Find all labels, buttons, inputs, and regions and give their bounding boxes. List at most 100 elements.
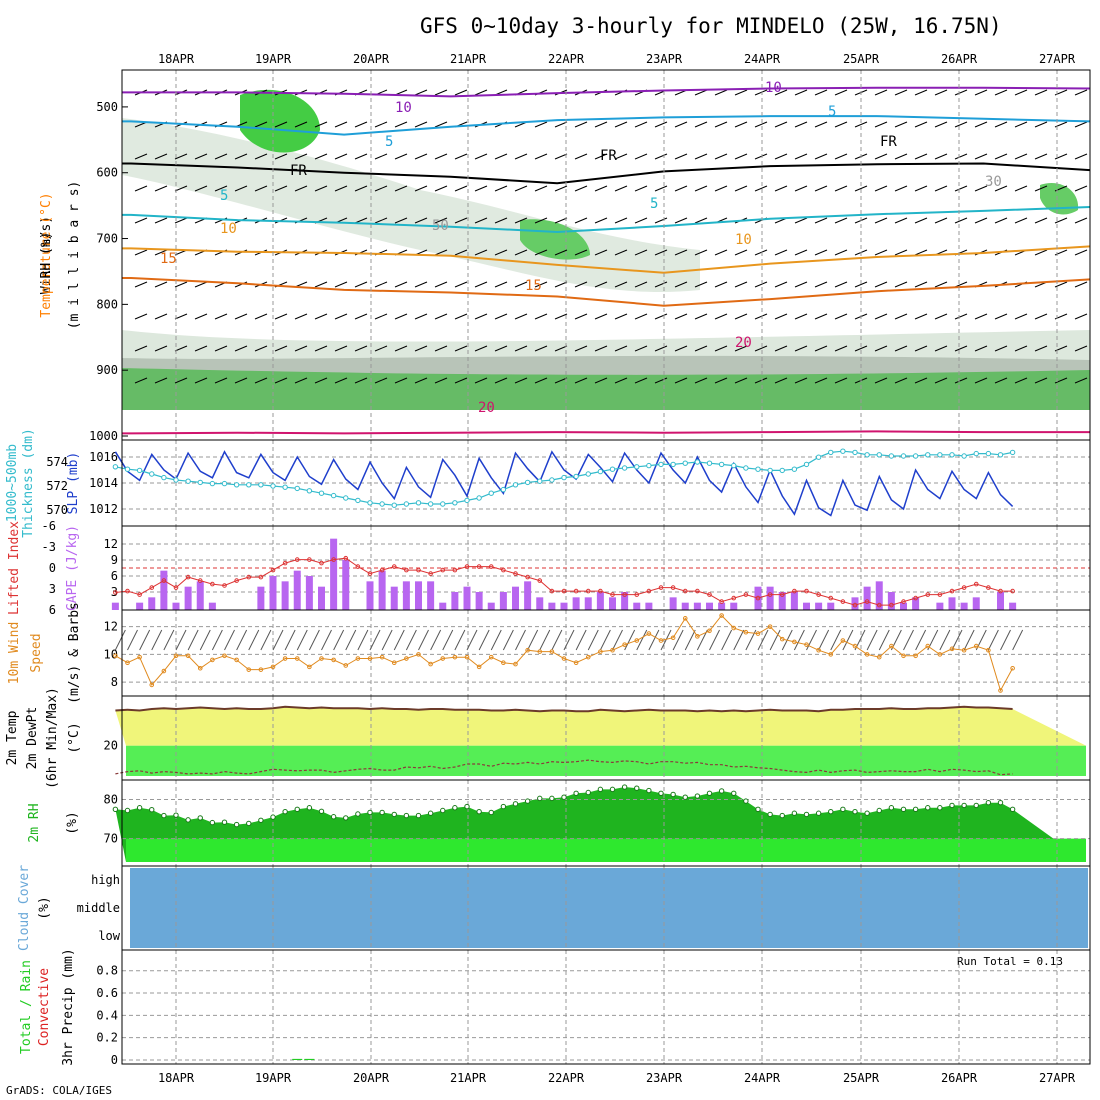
wind-barb bbox=[934, 313, 948, 320]
wind-speed-point bbox=[731, 625, 737, 631]
wind-speed-point bbox=[428, 661, 433, 667]
lifted-index-point bbox=[755, 595, 761, 601]
wind-barb bbox=[594, 345, 608, 352]
wind-barb bbox=[554, 345, 568, 352]
thickness-point bbox=[197, 479, 203, 486]
wind-barb bbox=[594, 121, 608, 128]
wind-barb bbox=[974, 185, 988, 192]
wind-barb bbox=[754, 249, 768, 256]
wind-barb bbox=[194, 313, 208, 320]
rh-point bbox=[997, 799, 1004, 806]
rh-point bbox=[937, 805, 943, 811]
wind-barb bbox=[354, 313, 368, 320]
wind-barb bbox=[1034, 153, 1048, 160]
wind-barb bbox=[234, 345, 248, 352]
cape-bar bbox=[572, 597, 580, 610]
lifted-index-point bbox=[622, 592, 627, 597]
wind-barb bbox=[494, 185, 508, 192]
wind-barb bbox=[954, 217, 968, 224]
contour-label: 15 bbox=[525, 278, 542, 294]
wind-barb bbox=[974, 345, 988, 352]
thickness-point bbox=[379, 501, 385, 507]
thickness-point bbox=[173, 477, 179, 483]
date-label-bottom: 19APR bbox=[255, 1071, 292, 1085]
wind-barb bbox=[794, 249, 808, 256]
wind-barb bbox=[134, 249, 148, 256]
y-tick-label: 6 bbox=[111, 569, 118, 583]
lifted-index-point bbox=[197, 578, 203, 583]
contour-label: 20 bbox=[478, 400, 495, 416]
wind-barb bbox=[794, 217, 808, 224]
cape-bar bbox=[609, 597, 616, 610]
cape-bar bbox=[596, 592, 604, 610]
wind-barb bbox=[714, 89, 728, 96]
lifted-index-point bbox=[476, 564, 482, 569]
axis-label: 1000~500mb bbox=[5, 444, 20, 522]
wind-barb bbox=[594, 281, 608, 288]
wind-barb bbox=[333, 629, 345, 651]
rh-point bbox=[415, 812, 422, 819]
wind-barb bbox=[454, 153, 468, 160]
wind-barb bbox=[696, 629, 708, 651]
rh-point bbox=[888, 805, 895, 811]
rh-point bbox=[136, 805, 143, 811]
rh-point bbox=[270, 814, 276, 820]
rh-point bbox=[755, 806, 761, 813]
lifted-index-point bbox=[876, 602, 882, 608]
wind-barb bbox=[734, 281, 748, 288]
wind-barb bbox=[174, 313, 188, 320]
lifted-index-line bbox=[115, 557, 1013, 606]
y-tick-label: 0.4 bbox=[96, 1008, 118, 1022]
wind-barb bbox=[1054, 377, 1068, 384]
wind-barb bbox=[334, 153, 348, 160]
thickness-point bbox=[997, 452, 1004, 458]
thickness-point bbox=[755, 466, 761, 472]
wind-barb bbox=[793, 629, 805, 651]
lifted-index-point bbox=[695, 588, 700, 594]
thickness-point bbox=[476, 495, 482, 501]
y-tick-label: 574 bbox=[46, 455, 68, 469]
wind-speed-point bbox=[743, 629, 749, 635]
lifted-index-point bbox=[355, 564, 361, 569]
cape-bar bbox=[318, 586, 325, 610]
wind-barb bbox=[454, 89, 468, 96]
wind-barb bbox=[334, 345, 348, 352]
wind-speed-point bbox=[852, 643, 858, 649]
cloud-level-label: middle bbox=[77, 901, 120, 915]
wind-barb bbox=[914, 153, 928, 160]
wind-barb bbox=[254, 185, 268, 192]
cape-bar bbox=[900, 602, 907, 610]
rh-point bbox=[246, 820, 252, 827]
axis-label: 10m Wind bbox=[7, 622, 22, 685]
wind-barb bbox=[954, 313, 968, 320]
wind-barb bbox=[614, 249, 628, 256]
wind-barb bbox=[1014, 153, 1028, 160]
thickness-point bbox=[427, 501, 434, 507]
lifted-index-point bbox=[488, 564, 494, 569]
wind-barb bbox=[357, 629, 369, 651]
wind-barb bbox=[754, 121, 768, 128]
lifted-index-point bbox=[816, 592, 821, 597]
cape-bar bbox=[499, 592, 507, 610]
wind-barb bbox=[974, 313, 988, 320]
wind-barb bbox=[734, 89, 748, 96]
wind-barb bbox=[794, 377, 808, 384]
cape-bar bbox=[778, 592, 786, 610]
wind-barb bbox=[434, 281, 448, 288]
lifted-index-point bbox=[331, 557, 336, 562]
lifted-index-point bbox=[973, 581, 979, 587]
wind-barb bbox=[1014, 89, 1028, 96]
rh-point bbox=[427, 810, 434, 816]
wind-barb bbox=[674, 345, 688, 352]
thickness-point bbox=[743, 465, 749, 471]
thickness-point bbox=[209, 480, 216, 487]
wind-barb bbox=[794, 185, 808, 192]
wind-barb bbox=[854, 281, 868, 288]
wind-barb bbox=[874, 281, 888, 288]
rh-point bbox=[379, 809, 385, 816]
wind-barb bbox=[174, 153, 188, 160]
thickness-point bbox=[512, 482, 519, 488]
wind-barb bbox=[894, 281, 908, 288]
thickness-point bbox=[136, 467, 143, 474]
rh-point bbox=[561, 794, 567, 800]
